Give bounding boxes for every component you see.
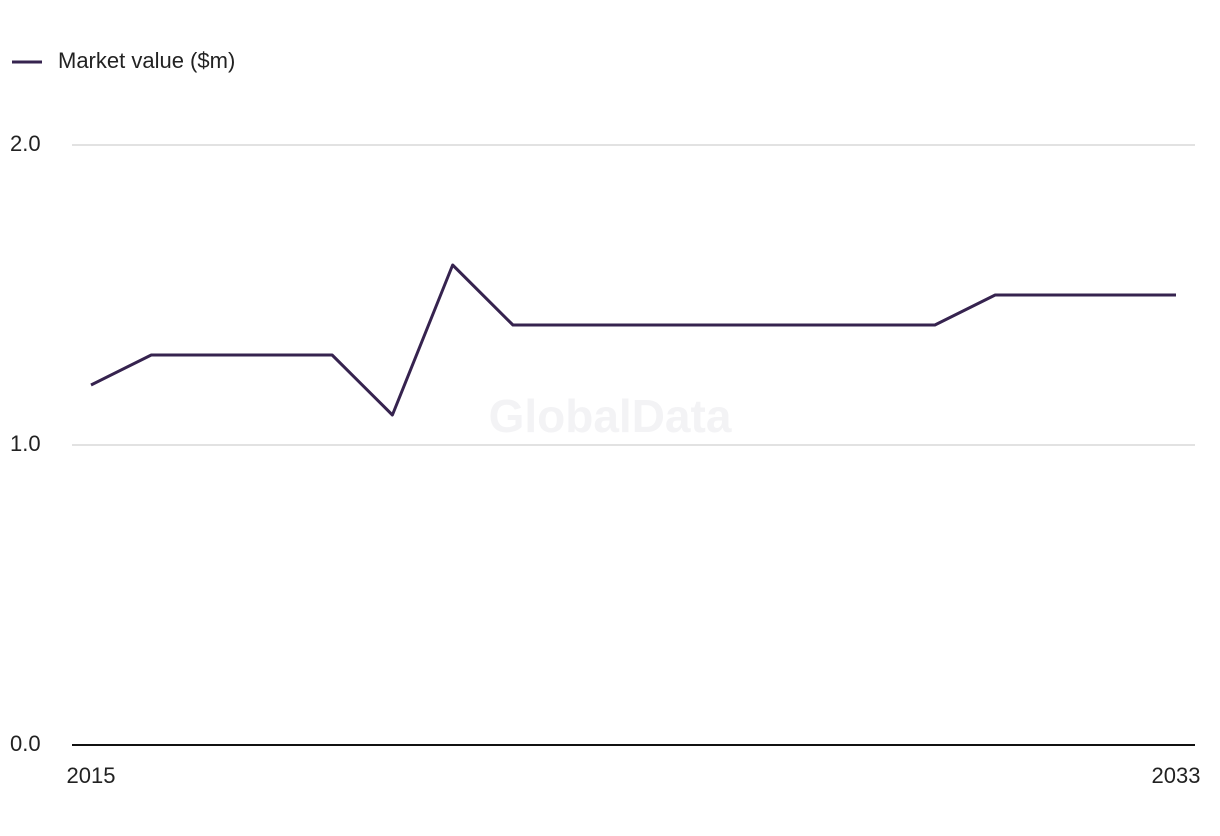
legend-label: Market value ($m) <box>58 48 235 73</box>
x-tick-label: 2015 <box>67 763 116 788</box>
y-tick-label: 2.0 <box>10 131 41 156</box>
watermark: GlobalData <box>489 390 732 442</box>
y-tick-label: 0.0 <box>10 731 41 756</box>
series-line <box>90 263 1176 417</box>
x-tick-label: 2033 <box>1152 763 1201 788</box>
y-tick-label: 1.0 <box>10 431 41 456</box>
